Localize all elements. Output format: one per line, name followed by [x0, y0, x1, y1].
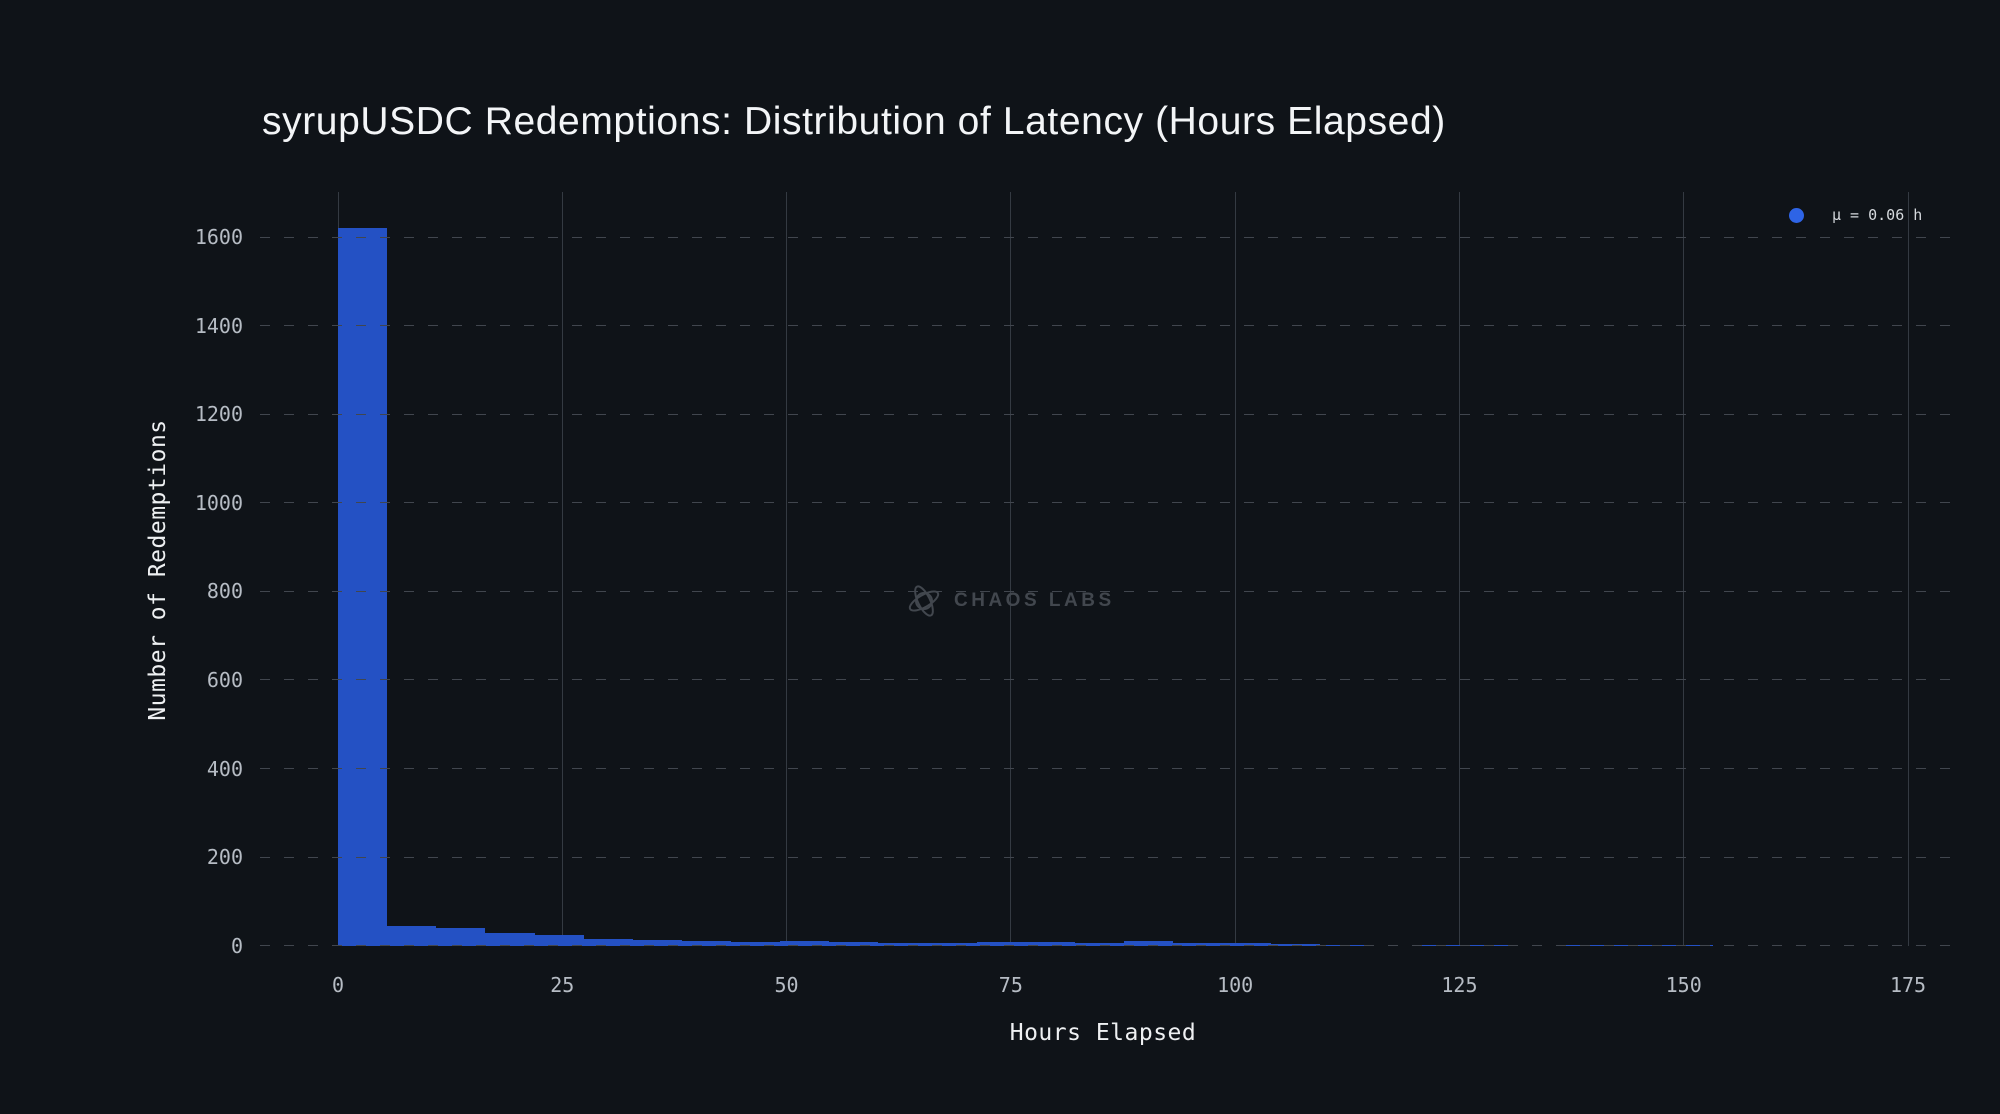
histogram-bar[interactable]	[730, 941, 781, 946]
x-gridline	[1683, 192, 1685, 946]
y-gridline	[260, 236, 1950, 238]
y-tick-label: 1600	[194, 225, 243, 250]
histogram-bar[interactable]	[780, 941, 830, 946]
histogram-bar[interactable]	[878, 943, 928, 946]
y-gridline	[260, 590, 1950, 592]
x-tick-label: 75	[998, 973, 1023, 997]
histogram-bar[interactable]	[927, 942, 977, 946]
histogram-bar[interactable]	[1074, 942, 1124, 946]
x-gridline	[1907, 192, 1909, 946]
y-gridline	[260, 502, 1950, 504]
y-gridline	[260, 413, 1950, 415]
histogram-bar[interactable]	[485, 933, 535, 946]
y-gridline	[260, 945, 1950, 947]
chaos-labs-logo-icon	[908, 585, 940, 617]
histogram-bar[interactable]	[534, 934, 584, 946]
y-tick-label: 400	[206, 756, 243, 781]
y-tick-label: 0	[230, 933, 243, 958]
x-tick-label: 175	[1889, 973, 1927, 997]
histogram-bar[interactable]	[1173, 942, 1223, 946]
histogram-bar[interactable]	[632, 939, 682, 946]
x-tick-label: 125	[1441, 973, 1478, 997]
y-tick-label: 1200	[194, 402, 243, 427]
y-tick-label: 1400	[194, 313, 243, 338]
histogram-bar[interactable]	[1222, 943, 1272, 946]
histogram-bar[interactable]	[1123, 941, 1173, 946]
histogram-bar[interactable]	[976, 942, 1026, 946]
legend-label: μ = 0.06 h	[1832, 206, 1923, 224]
x-tick-label: 25	[550, 973, 575, 997]
y-gridline	[260, 856, 1950, 858]
x-tick-label: 100	[1217, 973, 1254, 997]
histogram-bar[interactable]	[583, 938, 633, 946]
histogram-bar[interactable]	[1271, 944, 1321, 946]
histogram-bar[interactable]	[1025, 942, 1075, 946]
y-tick-label: 1000	[194, 490, 243, 515]
legend-marker-icon	[1789, 207, 1804, 223]
y-gridline	[260, 325, 1950, 327]
watermark-text: CHAOS LABS	[954, 590, 1115, 611]
x-gridline	[1234, 192, 1236, 946]
histogram-bar[interactable]	[338, 228, 388, 946]
x-gridline	[1458, 192, 1460, 946]
x-gridline	[561, 192, 563, 946]
histogram-bar[interactable]	[387, 926, 437, 946]
y-gridline	[260, 679, 1950, 681]
chart-title: syrupUSDC Redemptions: Distribution of L…	[262, 100, 1446, 143]
y-gridline	[260, 768, 1950, 769]
x-gridline	[786, 192, 788, 946]
x-gridline	[1010, 192, 1012, 946]
y-axis-title: Number of Redemptions	[145, 419, 171, 721]
watermark: CHAOS LABS	[906, 581, 1115, 621]
x-tick-label: 50	[774, 973, 799, 997]
y-tick-label: 200	[206, 845, 243, 870]
x-tick-label: 150	[1665, 973, 1702, 997]
histogram-bar[interactable]	[436, 927, 486, 946]
x-axis-title: Hours Elapsed	[1009, 1020, 1197, 1046]
x-tick-label: 0	[331, 973, 345, 997]
y-tick-label: 800	[206, 579, 243, 604]
histogram-bar[interactable]	[829, 942, 879, 946]
y-tick-label: 600	[206, 667, 243, 692]
legend-item[interactable]: μ = 0.06 h	[1789, 204, 1922, 226]
histogram-bar[interactable]	[681, 941, 731, 946]
